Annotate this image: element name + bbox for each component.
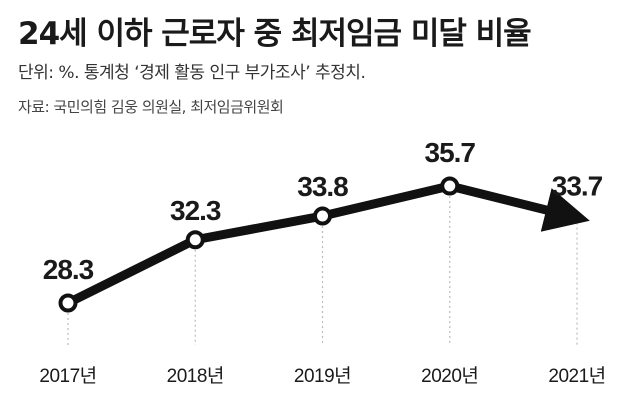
- value-labels: 28.3 32.3 33.8 35.7 33.7: [43, 137, 604, 285]
- x-tick-label: 2017년: [39, 365, 96, 387]
- chart-source: 자료: 국민의힘 김웅 의원실, 최저임금위원회: [18, 98, 284, 116]
- x-tick-label: 2020년: [421, 365, 478, 387]
- x-tick-label: 2018년: [167, 365, 224, 387]
- value-label: 33.8: [297, 171, 348, 202]
- series-line: [63, 181, 590, 308]
- data-point: [313, 206, 332, 226]
- value-label: 28.3: [43, 254, 94, 285]
- x-tick-label: 2021년: [548, 365, 605, 387]
- chart-subtitle: 단위: %. 통계청 ‘경제 활동 인구 부가조사’ 추정치.: [18, 63, 366, 83]
- x-tick-label: 2019년: [294, 365, 351, 387]
- value-label: 33.7: [552, 171, 603, 202]
- x-axis-tick-labels: 2017년 2018년 2019년 2020년 2021년: [39, 365, 606, 387]
- value-label: 32.3: [170, 195, 221, 226]
- data-point: [440, 176, 460, 196]
- chart-title: 24세 이하 근로자 중 최저임금 미달 비율: [18, 16, 532, 52]
- data-point: [58, 293, 78, 313]
- data-point: [185, 230, 205, 250]
- data-points: [58, 176, 460, 313]
- value-label: 35.7: [425, 137, 476, 168]
- series-line-group: [63, 181, 590, 308]
